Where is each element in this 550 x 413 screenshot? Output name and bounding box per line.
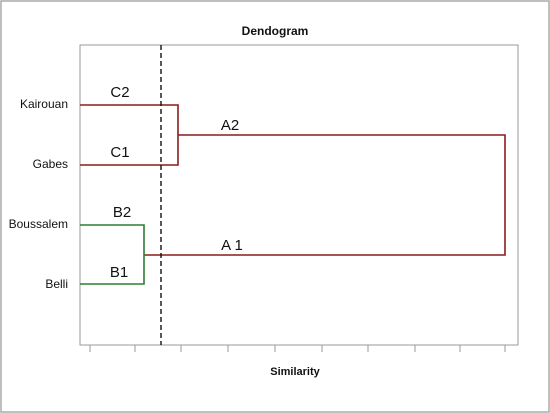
leaf-label: Kairouan bbox=[20, 97, 68, 111]
green-branches bbox=[80, 224, 145, 285]
leaf-label: Gabes bbox=[33, 157, 68, 171]
axis-ticks bbox=[89, 345, 506, 352]
red-branches bbox=[80, 104, 506, 256]
cluster-label: A 1 bbox=[221, 237, 243, 254]
axis-label: Similarity bbox=[270, 366, 320, 378]
cluster-label: B2 bbox=[113, 204, 131, 221]
cluster-label: A2 bbox=[221, 117, 239, 134]
leaf-label: Belli bbox=[45, 277, 68, 291]
cluster-label: B1 bbox=[110, 264, 128, 281]
plot-frame bbox=[79, 44, 519, 346]
title: Dendogram bbox=[242, 24, 309, 38]
cluster-label: C1 bbox=[110, 144, 129, 161]
leaf-label: Boussalem bbox=[9, 217, 68, 231]
cluster-label: C2 bbox=[110, 84, 129, 101]
